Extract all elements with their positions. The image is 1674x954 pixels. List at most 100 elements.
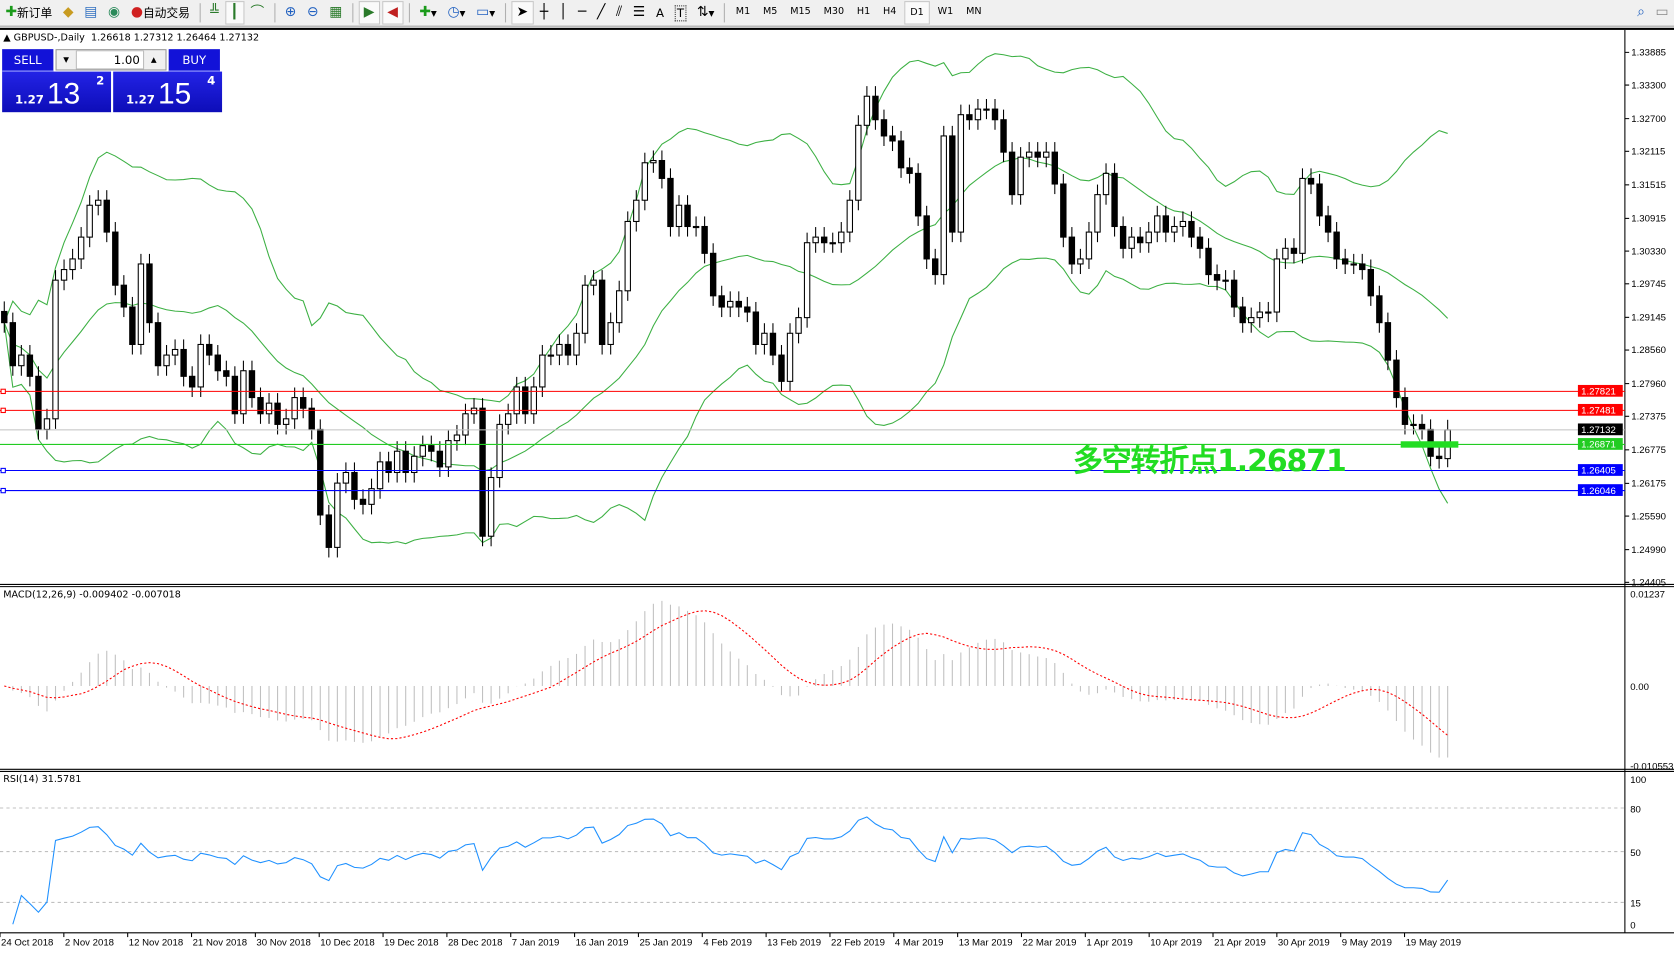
candle — [880, 109, 888, 146]
candle-body — [1034, 151, 1041, 158]
timeframe-h1[interactable]: H1 — [856, 6, 871, 18]
candle — [445, 430, 452, 477]
candle — [675, 195, 683, 237]
candle — [206, 334, 213, 366]
candle-body — [1367, 269, 1375, 297]
auto-scroll-button[interactable]: ▶ — [358, 1, 380, 25]
new-order-button[interactable]: ✚ 新订单 — [5, 4, 53, 21]
sell-price[interactable]: 1.27 13 2 — [2, 71, 112, 113]
timeframe-m1[interactable]: M1 — [735, 6, 751, 18]
lot-decrease-icon[interactable]: ▼ — [63, 55, 70, 65]
cursor-button[interactable]: ➤ — [511, 1, 534, 25]
buy-price[interactable]: 1.27 15 4 — [113, 71, 223, 113]
candle — [1119, 216, 1127, 259]
add-indicator-icon: ✚ — [419, 4, 431, 21]
pivot-annotation[interactable]: 多空转折点1.26871 — [1072, 443, 1347, 479]
candle — [411, 446, 418, 483]
timeframe-m5[interactable]: M5 — [763, 6, 778, 18]
chat-button[interactable]: ▭ — [1651, 2, 1673, 23]
timeframe-d1[interactable]: D1 — [903, 1, 931, 25]
crosshair-icon: ┼ — [539, 4, 549, 21]
candle-body — [735, 300, 742, 308]
candle-body — [1145, 231, 1152, 244]
rsi-tick-label: 80 — [1630, 804, 1641, 815]
candle-chart-button[interactable]: ┃ — [224, 1, 244, 25]
terminal-button[interactable]: ▤ — [80, 2, 102, 23]
chart-shift-button[interactable]: ◀ — [381, 1, 404, 25]
candle-body — [180, 348, 187, 377]
one-click-trading-panel: SELL ▼ ▲ BUY 1.27 13 2 1.27 15 4 — [2, 49, 223, 113]
bar-chart-button[interactable]: ╩ — [206, 2, 223, 23]
candle-body — [120, 284, 128, 308]
candle-body — [223, 370, 230, 377]
lot-increase-icon[interactable]: ▲ — [150, 55, 157, 65]
navigator-button[interactable]: ◆ — [59, 2, 78, 23]
candle — [1213, 264, 1221, 291]
zoom-in-button[interactable]: ⊕ — [280, 2, 300, 23]
chart-canvas[interactable]: 1.33885 1.33300 1.32700 1.32115 1.31515 1.309… — [0, 29, 1674, 954]
candle-body — [103, 199, 110, 233]
candle-body — [1111, 172, 1118, 228]
crosshair-button[interactable]: ┼ — [536, 2, 553, 23]
candle — [1393, 350, 1400, 408]
candle — [334, 473, 341, 558]
candle — [684, 195, 691, 237]
tile-windows-button[interactable]: ▦ — [325, 2, 347, 23]
hline-anchor — [0, 388, 6, 395]
arrows-button[interactable]: ⇅ ▾ — [693, 2, 719, 23]
candle — [299, 387, 307, 419]
date-tick-label: 25 Jan 2019 — [639, 938, 692, 949]
candle-body — [402, 450, 409, 474]
lot-size-input[interactable] — [75, 50, 145, 70]
timeframe-m30[interactable]: M30 — [823, 6, 845, 18]
candle-body — [359, 498, 367, 505]
candle-body — [667, 177, 674, 228]
line-chart-button[interactable]: ⌒ — [246, 2, 268, 23]
date-tick-label: 21 Nov 2018 — [193, 938, 247, 949]
candle — [607, 312, 614, 355]
search-button[interactable]: ⌕ — [1633, 2, 1649, 23]
candle-body — [1248, 317, 1255, 324]
candle — [923, 205, 930, 269]
lot-size-stepper[interactable]: ▼ ▲ — [55, 49, 167, 71]
price-tick-label: 1.24405 — [1631, 578, 1666, 589]
timeframe-m15[interactable]: M15 — [790, 6, 811, 18]
candle-body — [453, 434, 461, 442]
horizontal-line-button[interactable]: ─ — [574, 2, 591, 23]
vertical-line-button[interactable]: │ — [555, 2, 572, 23]
date-tick-label: 4 Feb 2019 — [703, 938, 752, 949]
buy-button[interactable]: BUY — [168, 49, 220, 72]
candlestick-icon: ┃ — [230, 4, 239, 21]
timeframe-mn[interactable]: MN — [966, 6, 982, 18]
candle — [658, 150, 666, 189]
buy-price-pip: 4 — [207, 73, 216, 88]
candle-body — [906, 167, 913, 174]
timeframe-h4[interactable]: H4 — [883, 6, 897, 18]
chart-window[interactable]: 1.33885 1.33300 1.32700 1.32115 1.31515 1.309… — [0, 27, 1674, 954]
indicators-button[interactable]: ✚ ▾ — [415, 2, 441, 23]
new-order-icon: ✚ — [5, 4, 17, 21]
equidistant-channel-button[interactable]: ⫽ — [612, 2, 627, 23]
trendline-icon: ╱ — [597, 4, 606, 21]
text-button[interactable]: A — [652, 2, 669, 23]
candle — [43, 408, 51, 440]
templates-button[interactable]: ▭ ▾ — [472, 2, 500, 23]
sell-button[interactable]: SELL — [2, 49, 54, 72]
fibonacci-button[interactable]: ☰ — [629, 2, 650, 23]
vertical-line-icon: │ — [558, 4, 568, 21]
line-chart-icon: ⌒ — [250, 4, 265, 21]
trendline-button[interactable]: ╱ — [593, 2, 610, 23]
periods-button[interactable]: ◷ ▾ — [443, 2, 470, 23]
candle — [52, 270, 59, 429]
candle-body — [820, 236, 828, 244]
text-label-button[interactable]: T — [670, 2, 690, 23]
candle — [419, 435, 426, 467]
zoom-out-button[interactable]: ⊖ — [303, 2, 323, 23]
candle — [1350, 253, 1357, 275]
timeframe-w1[interactable]: W1 — [937, 6, 954, 18]
auto-trading-button[interactable]: ● 自动交易 — [130, 4, 190, 21]
candle — [914, 163, 922, 226]
signals-button[interactable]: ◉ — [104, 2, 125, 23]
candle — [1136, 227, 1144, 253]
candle — [701, 216, 708, 264]
